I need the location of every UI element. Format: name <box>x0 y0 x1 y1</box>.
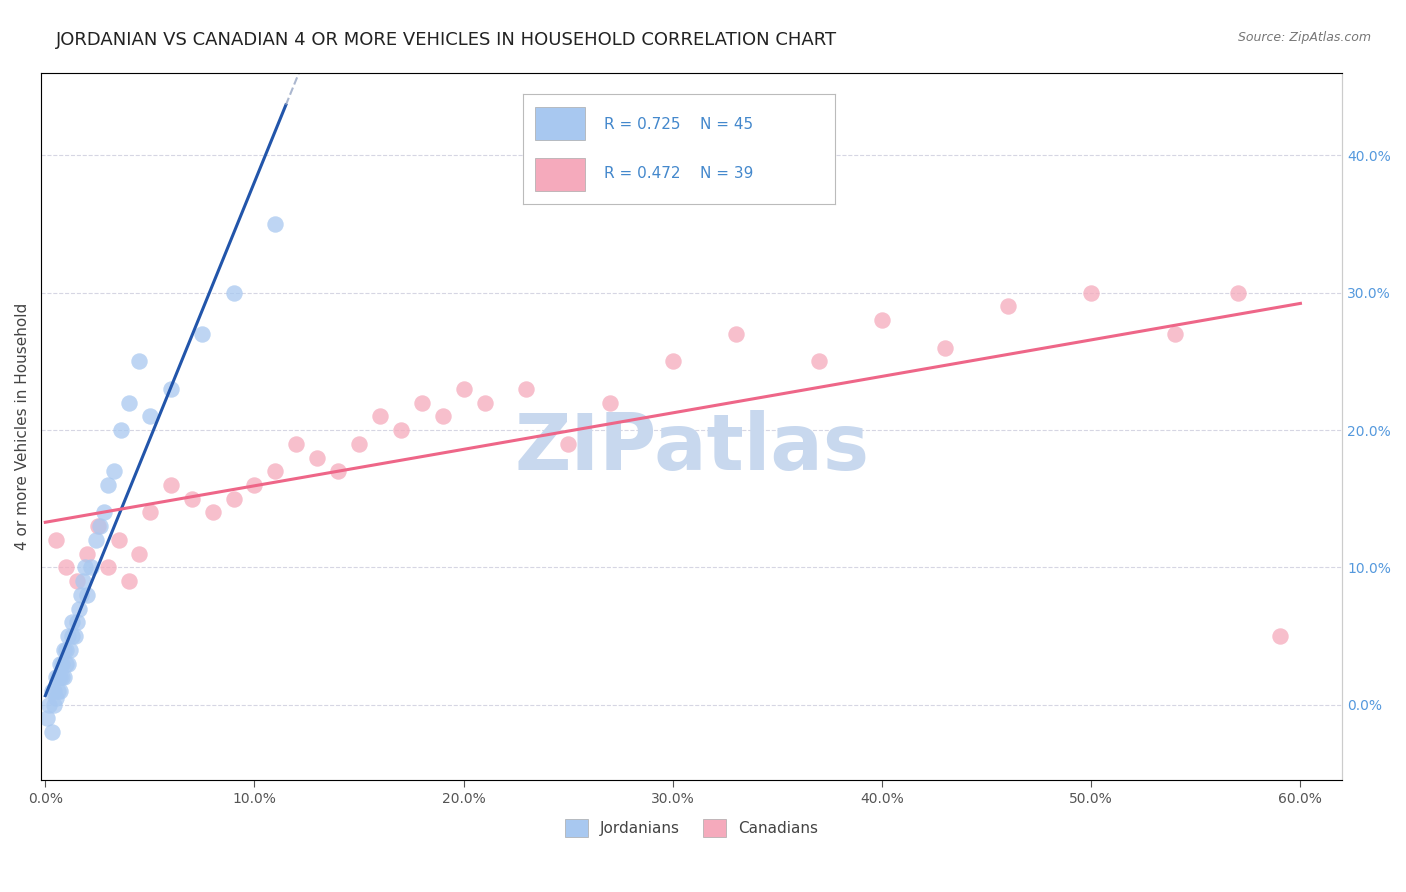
Point <box>453 382 475 396</box>
Point <box>67 601 90 615</box>
Point <box>474 395 496 409</box>
Point <box>870 313 893 327</box>
Point <box>264 217 287 231</box>
Point <box>118 574 141 588</box>
Point <box>307 450 329 465</box>
Point <box>51 657 73 671</box>
Point <box>159 382 181 396</box>
Text: Source: ZipAtlas.com: Source: ZipAtlas.com <box>1237 31 1371 45</box>
Point <box>70 588 93 602</box>
Point <box>45 670 67 684</box>
Point <box>38 698 60 712</box>
Point <box>159 478 181 492</box>
Legend: Jordanians, Canadians: Jordanians, Canadians <box>560 813 824 843</box>
Point <box>1268 629 1291 643</box>
Point <box>997 300 1019 314</box>
Point <box>62 629 84 643</box>
Point <box>66 574 89 588</box>
Point <box>180 491 202 506</box>
Point <box>62 615 84 630</box>
Point <box>46 684 69 698</box>
Point <box>37 711 59 725</box>
Point <box>1164 326 1187 341</box>
Y-axis label: 4 or more Vehicles in Household: 4 or more Vehicles in Household <box>15 303 30 550</box>
Point <box>139 409 162 424</box>
Text: ZIPatlas: ZIPatlas <box>515 409 869 486</box>
Point <box>599 395 621 409</box>
Point <box>42 684 65 698</box>
Point <box>191 326 214 341</box>
Point <box>42 698 65 712</box>
Point <box>80 560 103 574</box>
Point <box>45 533 67 547</box>
Point <box>107 533 129 547</box>
Point <box>222 285 245 300</box>
Point <box>93 506 115 520</box>
Point <box>328 464 350 478</box>
Point <box>76 588 98 602</box>
Point <box>86 519 108 533</box>
Point <box>934 341 956 355</box>
Point <box>368 409 391 424</box>
Point <box>58 629 80 643</box>
Point <box>55 642 77 657</box>
Point <box>97 478 120 492</box>
Text: JORDANIAN VS CANADIAN 4 OR MORE VEHICLES IN HOUSEHOLD CORRELATION CHART: JORDANIAN VS CANADIAN 4 OR MORE VEHICLES… <box>56 31 838 49</box>
Point <box>58 657 80 671</box>
Point <box>103 464 125 478</box>
Point <box>63 629 86 643</box>
Point <box>49 657 72 671</box>
Point <box>557 437 579 451</box>
Point <box>264 464 287 478</box>
Point <box>662 354 685 368</box>
Point <box>389 423 412 437</box>
Point <box>46 670 69 684</box>
Point <box>51 670 73 684</box>
Point <box>285 437 308 451</box>
Point <box>243 478 266 492</box>
Point <box>139 506 162 520</box>
Point <box>55 560 77 574</box>
Point <box>73 560 96 574</box>
Point <box>84 533 107 547</box>
Point <box>222 491 245 506</box>
Point <box>76 547 98 561</box>
Point <box>201 506 224 520</box>
Point <box>55 657 77 671</box>
Point <box>128 547 150 561</box>
Point <box>41 684 63 698</box>
Point <box>724 326 747 341</box>
Point <box>128 354 150 368</box>
Point <box>53 642 76 657</box>
Point <box>110 423 132 437</box>
Point <box>808 354 831 368</box>
Point <box>515 382 537 396</box>
Point <box>97 560 120 574</box>
Point <box>411 395 433 409</box>
Point <box>49 684 72 698</box>
Point <box>432 409 454 424</box>
Point <box>66 615 89 630</box>
Point <box>118 395 141 409</box>
Point <box>41 725 63 739</box>
Point <box>1080 285 1102 300</box>
Point <box>45 690 67 705</box>
Point <box>72 574 94 588</box>
Point <box>59 642 82 657</box>
Point <box>347 437 370 451</box>
Point <box>49 670 72 684</box>
Point <box>53 670 76 684</box>
Point <box>1226 285 1249 300</box>
Point <box>89 519 111 533</box>
